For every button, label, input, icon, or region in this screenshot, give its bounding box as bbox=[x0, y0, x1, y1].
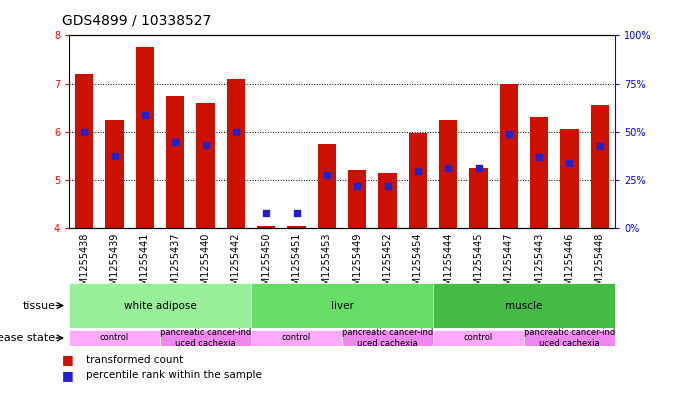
Bar bbox=[591, 105, 609, 228]
Bar bbox=[379, 173, 397, 228]
Point bbox=[564, 160, 575, 166]
Point bbox=[140, 112, 151, 118]
Text: GSM1255451: GSM1255451 bbox=[292, 232, 301, 298]
Text: percentile rank within the sample: percentile rank within the sample bbox=[86, 370, 263, 380]
Text: GSM1255452: GSM1255452 bbox=[383, 232, 392, 298]
Text: GSM1255445: GSM1255445 bbox=[473, 232, 484, 298]
Bar bbox=[166, 95, 184, 228]
Bar bbox=[75, 74, 93, 228]
Bar bbox=[257, 226, 275, 228]
Text: pancreatic cancer-ind
uced cachexia: pancreatic cancer-ind uced cachexia bbox=[160, 328, 252, 348]
Point bbox=[382, 183, 393, 189]
Bar bbox=[136, 48, 154, 228]
Point bbox=[230, 129, 241, 135]
Point bbox=[79, 129, 90, 135]
Bar bbox=[409, 133, 427, 228]
Point bbox=[352, 182, 363, 189]
Bar bbox=[433, 283, 615, 328]
Text: GSM1255440: GSM1255440 bbox=[200, 232, 211, 298]
Point bbox=[413, 168, 424, 174]
Bar bbox=[69, 330, 160, 346]
Text: muscle: muscle bbox=[505, 301, 542, 310]
Text: tissue: tissue bbox=[22, 301, 55, 310]
Bar bbox=[251, 330, 342, 346]
Text: pancreatic cancer-ind
uced cachexia: pancreatic cancer-ind uced cachexia bbox=[524, 328, 615, 348]
Text: GSM1255450: GSM1255450 bbox=[261, 232, 272, 298]
Text: GSM1255446: GSM1255446 bbox=[565, 232, 574, 298]
Point bbox=[473, 165, 484, 171]
Bar bbox=[69, 283, 251, 328]
Text: GSM1255447: GSM1255447 bbox=[504, 232, 514, 298]
Bar bbox=[106, 119, 124, 228]
Point bbox=[321, 172, 332, 178]
Text: GDS4899 / 10338527: GDS4899 / 10338527 bbox=[62, 13, 211, 28]
Bar bbox=[560, 129, 578, 228]
Text: GSM1255442: GSM1255442 bbox=[231, 232, 241, 298]
Text: pancreatic cancer-ind
uced cachexia: pancreatic cancer-ind uced cachexia bbox=[342, 328, 433, 348]
Text: control: control bbox=[464, 334, 493, 342]
Point bbox=[200, 142, 211, 148]
Text: liver: liver bbox=[330, 301, 354, 310]
Text: GSM1255437: GSM1255437 bbox=[170, 232, 180, 298]
Text: control: control bbox=[282, 334, 311, 342]
Bar bbox=[227, 79, 245, 228]
Bar bbox=[530, 117, 548, 228]
Text: GSM1255438: GSM1255438 bbox=[79, 232, 89, 298]
Text: white adipose: white adipose bbox=[124, 301, 196, 310]
Point bbox=[594, 143, 605, 149]
Text: GSM1255448: GSM1255448 bbox=[595, 232, 605, 298]
Text: ■: ■ bbox=[62, 369, 74, 382]
Bar bbox=[500, 83, 518, 228]
Bar bbox=[348, 170, 366, 228]
Text: GSM1255439: GSM1255439 bbox=[110, 232, 120, 298]
Bar bbox=[524, 330, 615, 346]
Point bbox=[503, 131, 514, 137]
Bar bbox=[342, 330, 433, 346]
Text: GSM1255453: GSM1255453 bbox=[322, 232, 332, 298]
Text: ■: ■ bbox=[62, 353, 74, 366]
Bar bbox=[433, 330, 524, 346]
Text: GSM1255454: GSM1255454 bbox=[413, 232, 423, 298]
Bar bbox=[439, 119, 457, 228]
Bar bbox=[287, 226, 305, 228]
Text: disease state: disease state bbox=[0, 333, 55, 343]
Bar bbox=[469, 168, 488, 228]
Bar bbox=[251, 283, 433, 328]
Point bbox=[533, 154, 545, 160]
Text: control: control bbox=[100, 334, 129, 342]
Point bbox=[109, 152, 120, 159]
Text: GSM1255444: GSM1255444 bbox=[443, 232, 453, 298]
Text: GSM1255449: GSM1255449 bbox=[352, 232, 362, 298]
Text: GSM1255443: GSM1255443 bbox=[534, 232, 545, 298]
Bar bbox=[318, 144, 336, 228]
Point bbox=[291, 210, 302, 217]
Bar bbox=[160, 330, 251, 346]
Bar bbox=[196, 103, 215, 228]
Text: transformed count: transformed count bbox=[86, 354, 184, 365]
Point bbox=[261, 210, 272, 217]
Point bbox=[443, 165, 454, 171]
Text: GSM1255441: GSM1255441 bbox=[140, 232, 150, 298]
Point bbox=[170, 139, 181, 145]
